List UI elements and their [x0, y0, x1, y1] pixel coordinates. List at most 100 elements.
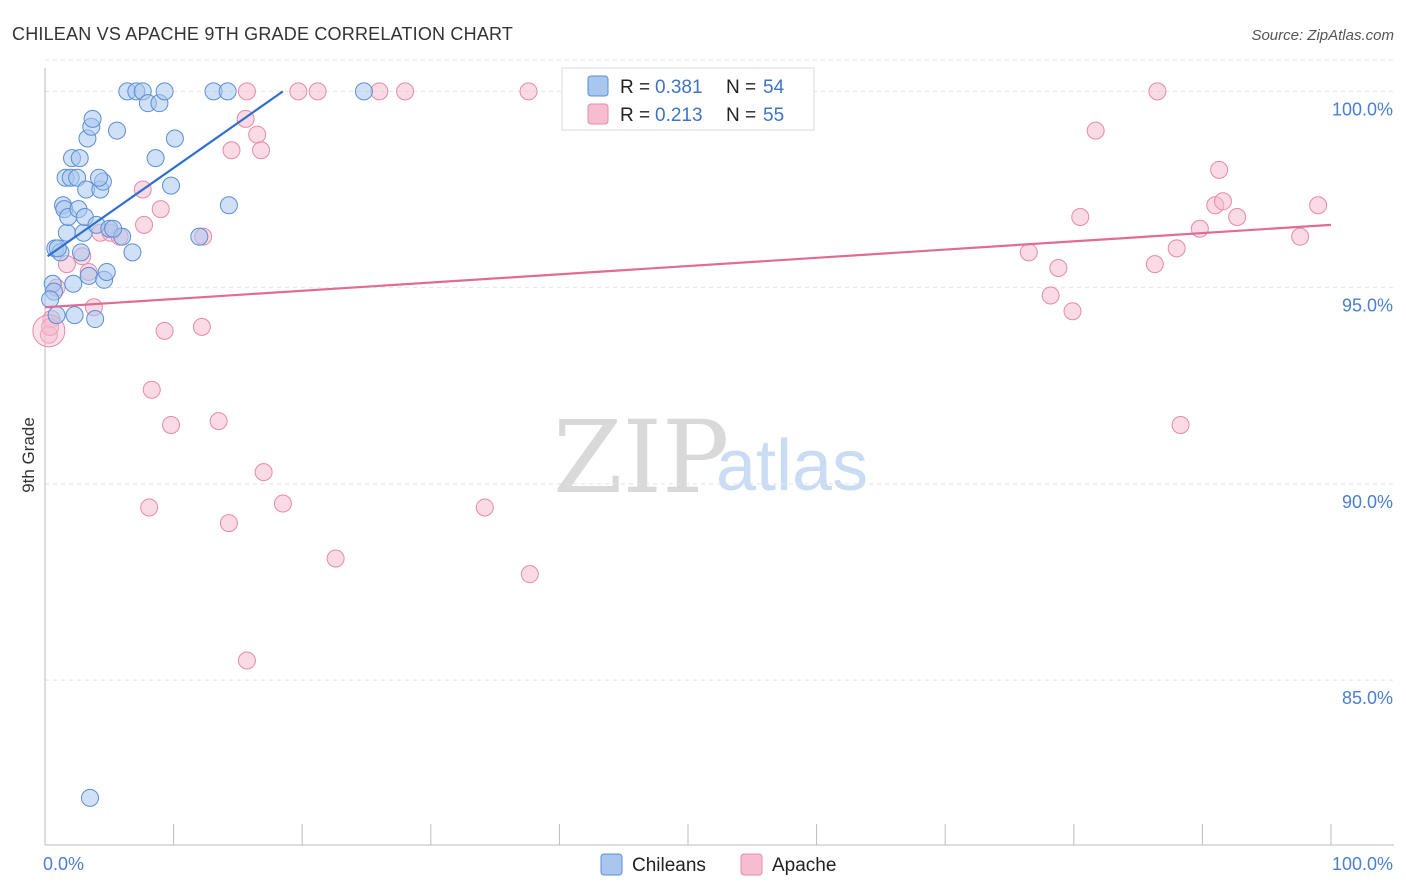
chileans-point	[81, 788, 100, 807]
x-tick-labels: 0.0% 100.0%	[43, 854, 1393, 874]
legend-chileans-n-value: 54	[763, 77, 785, 98]
chileans-point	[90, 168, 109, 187]
apache-point	[273, 494, 292, 513]
apache-point	[135, 215, 154, 234]
apache-point	[1145, 255, 1164, 274]
apache-point	[289, 82, 308, 101]
watermark-zip: ZIP	[553, 399, 729, 516]
axes	[44, 68, 1394, 846]
chileans-point	[97, 262, 116, 281]
chileans-point	[47, 306, 66, 325]
chileans-point	[190, 227, 209, 246]
legend-chileans-r-value: 0.381	[655, 77, 703, 98]
correlation-legend: R = 0.381 N = 54 R = 0.213 N = 55	[561, 67, 815, 131]
chileans-point	[79, 266, 98, 285]
chileans-point	[218, 82, 237, 101]
apache-point	[1148, 82, 1167, 101]
series-legend-chileans: Chileans	[632, 855, 706, 876]
apache-point	[140, 498, 159, 517]
apache-point	[326, 549, 345, 568]
apache-point	[1063, 302, 1082, 321]
apache-point	[519, 82, 538, 101]
trend-lines	[44, 90, 1332, 309]
legend-apache-r-label: R =	[620, 105, 655, 126]
zipatlas-watermark: ZIP atlas	[553, 399, 868, 516]
chileans-point	[65, 306, 84, 325]
series-legend-swatch-apache	[740, 853, 763, 876]
series-legend-apache: Apache	[772, 855, 836, 876]
chileans-point	[146, 149, 165, 168]
apache-point	[396, 82, 415, 101]
apache-point	[155, 321, 174, 340]
legend-chileans-n-label: N =	[726, 77, 761, 98]
apache-point	[209, 412, 228, 431]
chileans-point	[70, 149, 89, 168]
apache-point	[254, 463, 273, 482]
chileans-point	[64, 274, 83, 293]
series-legend-swatch-chileans	[600, 853, 623, 876]
apache-point	[1228, 208, 1247, 226]
legend-apache-r-value: 0.213	[655, 105, 703, 126]
chileans-point	[219, 196, 238, 215]
chileans-point	[83, 109, 102, 128]
apache-point	[520, 565, 539, 584]
apache-point	[237, 82, 256, 101]
x-tick-label: 100.0%	[1332, 854, 1393, 874]
legend-chileans-r-label: R =	[620, 77, 655, 98]
apache-point	[162, 416, 181, 435]
chileans-point	[354, 82, 373, 101]
apache-point	[1071, 208, 1090, 226]
legend-apache-n-label: N =	[726, 105, 761, 126]
apache-point	[151, 200, 170, 219]
y-tick-labels: 85.0% 90.0% 95.0% 100.0%	[1332, 99, 1393, 708]
y-axis-label: 9th Grade	[19, 417, 38, 493]
x-tick-label: 0.0%	[43, 854, 84, 874]
apache-point	[1210, 160, 1229, 179]
apache-point	[248, 125, 267, 144]
source-label: Source: ZipAtlas.com	[1251, 27, 1394, 44]
grid-lines	[45, 59, 1394, 681]
apache-point	[370, 82, 389, 101]
chileans-point	[108, 121, 127, 140]
legend-swatch-chileans	[587, 75, 609, 97]
chileans-series	[41, 82, 373, 807]
y-tick-label: 85.0%	[1342, 688, 1393, 708]
y-tick-label: 95.0%	[1342, 296, 1393, 316]
apache-point	[1049, 259, 1068, 278]
apache-point	[1167, 239, 1186, 258]
apache-point	[237, 651, 256, 670]
chileans-trend-line	[46, 90, 284, 258]
legend-swatch-apache	[587, 103, 609, 125]
y-tick-label: 100.0%	[1332, 99, 1393, 119]
chileans-point	[41, 290, 60, 309]
chileans-point	[155, 82, 174, 101]
apache-point	[1213, 192, 1232, 211]
apache-trend-line	[44, 223, 1332, 309]
apache-point	[192, 317, 211, 336]
apache-point	[142, 380, 161, 399]
chileans-point	[165, 129, 184, 148]
chileans-point	[86, 310, 105, 329]
chileans-point	[72, 243, 91, 262]
apache-point	[1041, 286, 1060, 305]
chileans-point	[104, 219, 123, 238]
chileans-point	[162, 176, 181, 195]
apache-point	[1086, 121, 1105, 140]
y-tick-label: 90.0%	[1342, 492, 1393, 512]
chileans-point	[123, 243, 142, 262]
apache-point	[475, 498, 494, 517]
apache-point	[1019, 243, 1038, 262]
watermark-atlas: atlas	[716, 426, 868, 506]
series-legend: Chileans Apache	[600, 853, 836, 876]
chart-title: CHILEAN VS APACHE 9TH GRADE CORRELATION …	[12, 24, 513, 44]
apache-point	[308, 82, 327, 101]
legend-apache-n-value: 55	[763, 105, 784, 126]
apache-point	[222, 141, 241, 160]
apache-point	[1171, 416, 1190, 435]
apache-point	[1309, 196, 1328, 215]
apache-point	[219, 514, 238, 533]
apache-point	[1291, 227, 1310, 246]
apache-point	[252, 141, 271, 160]
apache-series	[32, 82, 1328, 670]
